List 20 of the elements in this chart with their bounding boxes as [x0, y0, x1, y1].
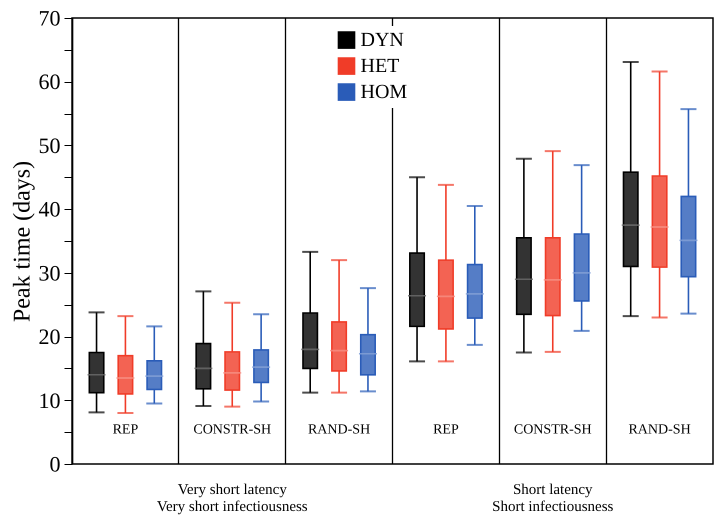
- y-tick-label: 0: [50, 452, 60, 476]
- y-tick-label: 60: [38, 69, 60, 94]
- y-axis-title: Peak time (days): [10, 160, 36, 322]
- x-tick-label: REP: [112, 422, 138, 438]
- y-tick-label: 20: [38, 324, 60, 350]
- text: Very short latency Very short infectiousness: [156, 482, 308, 515]
- x-tick-label: REP: [433, 422, 459, 438]
- legend-label: HOM: [360, 81, 408, 103]
- y-tick-label: 10: [38, 388, 60, 413]
- x-tick-label: RAND-SH: [308, 422, 370, 438]
- y-tick-label: 30: [38, 260, 60, 286]
- y-tick-label: 70: [38, 6, 60, 30]
- legend-label: DYN: [360, 29, 404, 51]
- legend-label: HET: [360, 55, 400, 77]
- y-tick-label: 40: [38, 196, 60, 222]
- x-tick-label: CONSTR-SH: [514, 422, 592, 438]
- y-tick-label: 50: [38, 132, 60, 158]
- x-tick-label: RAND-SH: [628, 422, 691, 438]
- text: Short latency Short infectiousness: [492, 482, 614, 515]
- x-tick-label: CONSTR-SH: [193, 422, 272, 438]
